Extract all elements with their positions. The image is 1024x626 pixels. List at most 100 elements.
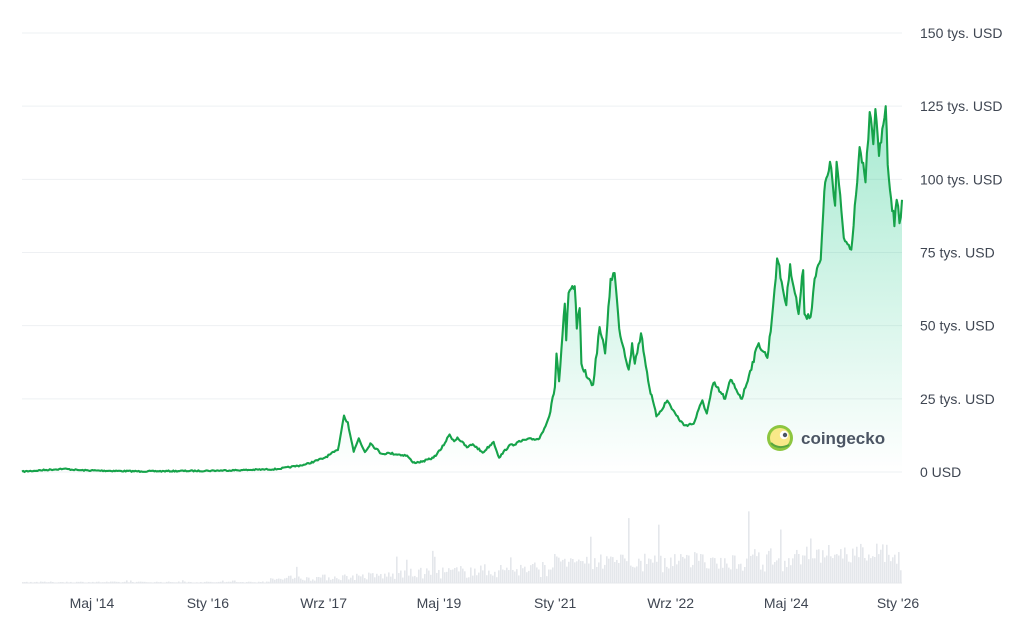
- volume-bar: [462, 568, 464, 583]
- x-tick-label: Wrz '22: [647, 595, 694, 611]
- volume-bar: [542, 562, 544, 583]
- volume-bar: [760, 569, 762, 583]
- volume-bar: [858, 557, 860, 583]
- volume-bar: [424, 574, 426, 583]
- volume-bar: [816, 549, 818, 583]
- volume-bar: [608, 558, 610, 583]
- volume-bar: [762, 564, 764, 583]
- volume-bar: [80, 581, 82, 583]
- y-tick-label: 150 tys. USD: [920, 25, 1002, 41]
- volume-bar: [250, 581, 252, 583]
- volume-bar: [414, 575, 416, 583]
- volume-bar: [852, 548, 854, 583]
- volume-bar: [96, 581, 98, 583]
- volume-bar: [528, 570, 530, 583]
- volume-bar: [658, 524, 660, 583]
- volume-bar: [356, 573, 358, 583]
- volume-bar: [576, 561, 578, 583]
- volume-bar: [436, 572, 438, 583]
- volume-bar: [874, 557, 876, 583]
- volume-bar: [418, 569, 420, 583]
- volume-bar: [886, 544, 888, 583]
- volume-bar: [524, 566, 526, 583]
- volume-bar: [422, 578, 424, 583]
- volume-bar: [364, 578, 366, 583]
- volume-bar: [566, 566, 568, 583]
- volume-bar: [308, 577, 310, 583]
- volume-bar: [668, 568, 670, 583]
- volume-bar: [384, 573, 386, 583]
- volume-bar: [276, 578, 278, 583]
- volume-bar: [640, 560, 642, 583]
- volume-bar: [798, 553, 800, 583]
- volume-bar: [738, 564, 740, 583]
- volume-bar: [530, 565, 532, 583]
- volume-bar: [812, 558, 814, 583]
- volume-bar: [114, 581, 116, 583]
- volume-bar: [316, 577, 318, 583]
- gecko-icon: [767, 425, 793, 451]
- volume-bar: [480, 565, 482, 583]
- price-area-fill: [22, 106, 902, 472]
- volume-bar: [416, 577, 418, 583]
- volume-bar: [894, 554, 896, 583]
- volume-bar: [218, 581, 220, 583]
- volume-bar: [410, 568, 412, 583]
- volume-bar: [624, 558, 626, 583]
- volume-bar: [696, 553, 698, 583]
- volume-bars: [22, 511, 902, 583]
- volume-bar: [160, 581, 162, 583]
- volume-bar: [774, 562, 776, 583]
- volume-bar: [872, 556, 874, 583]
- volume-bar: [892, 557, 894, 583]
- volume-bar: [512, 569, 514, 583]
- volume-bar: [266, 581, 268, 583]
- y-tick-label: 125 tys. USD: [920, 98, 1002, 114]
- volume-bar: [822, 550, 824, 583]
- volume-bar: [824, 557, 826, 583]
- volume-bar: [354, 580, 356, 583]
- volume-bar: [740, 563, 742, 583]
- volume-bar: [36, 581, 38, 583]
- volume-bar: [278, 578, 280, 583]
- volume-bar: [340, 580, 342, 583]
- volume-bar: [294, 577, 296, 583]
- volume-bar: [766, 554, 768, 583]
- volume-bar: [548, 569, 550, 583]
- volume-bar: [182, 580, 184, 583]
- volume-bar: [44, 581, 46, 583]
- volume-bar: [682, 556, 684, 583]
- volume-bar: [662, 572, 664, 583]
- volume-bar: [274, 579, 276, 583]
- volume-bar: [492, 575, 494, 583]
- volume-bar: [708, 568, 710, 583]
- volume-bar: [604, 564, 606, 583]
- volume-bar: [336, 578, 338, 583]
- volume-bar: [592, 569, 594, 583]
- volume-bar: [642, 571, 644, 583]
- volume-bar: [764, 571, 766, 583]
- volume-bar: [618, 563, 620, 583]
- volume-bar: [706, 568, 708, 583]
- volume-bar: [322, 574, 324, 583]
- volume-bar: [558, 557, 560, 583]
- volume-bar: [368, 572, 370, 583]
- y-tick-label: 75 tys. USD: [920, 245, 995, 261]
- volume-bar: [684, 558, 686, 583]
- volume-bar: [358, 575, 360, 583]
- volume-bar: [786, 567, 788, 583]
- volume-bar: [476, 575, 478, 583]
- volume-bar: [310, 580, 312, 583]
- volume-bar: [348, 579, 350, 583]
- volume-bar: [876, 543, 878, 583]
- volume-bar: [292, 578, 294, 583]
- volume-bar: [438, 569, 440, 583]
- volume-bar: [742, 570, 744, 583]
- volume-bar: [376, 573, 378, 583]
- volume-bar: [694, 552, 696, 583]
- volume-bar: [556, 556, 558, 583]
- volume-bar: [544, 565, 546, 583]
- volume-bar: [830, 556, 832, 583]
- volume-bar: [692, 564, 694, 583]
- volume-bar: [332, 578, 334, 583]
